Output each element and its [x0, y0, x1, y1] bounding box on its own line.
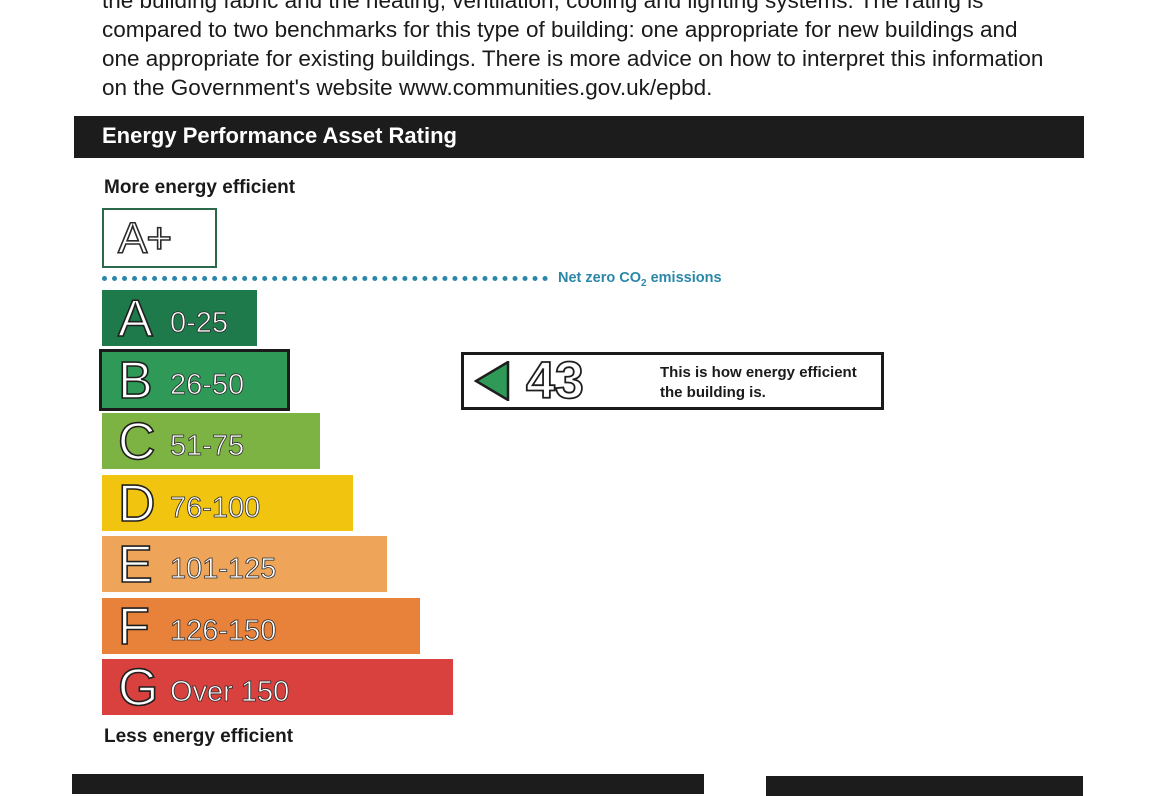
less-efficient-label: Less energy efficient — [104, 726, 294, 747]
net-zero-suffix: emissions — [646, 270, 722, 286]
rating-value: 43 — [525, 352, 585, 410]
intro-text: the building fabric and the heating, ven… — [102, 0, 1102, 102]
band-range: Over 150 — [170, 676, 290, 709]
rating-band-f: F 126-150 — [102, 597, 420, 656]
rating-band-e: E 101-125 — [102, 536, 387, 594]
rating-band-d: D 76-100 — [102, 474, 353, 533]
band-range: 26-50 — [170, 368, 245, 401]
intro-line: on the Government's website www.communit… — [102, 75, 713, 100]
band-range: 76-100 — [170, 491, 261, 524]
band-range: 126-150 — [170, 614, 277, 647]
rating-description-line: This is how energy efficient — [660, 364, 857, 381]
band-letter: E — [117, 536, 153, 594]
rating-description-line: the building is. — [660, 384, 766, 401]
band-letter: F — [117, 597, 150, 656]
next-section-header-bar — [72, 774, 704, 794]
aplus-label: A+ — [117, 213, 173, 264]
section-title: Energy Performance Asset Rating — [102, 123, 457, 148]
band-range: 0-25 — [170, 307, 229, 340]
section-header-bar: Energy Performance Asset Rating — [74, 116, 1084, 158]
band-letter: D — [117, 474, 156, 533]
net-zero-text: Net zero CO — [558, 270, 641, 286]
rating-description: This is how energy efficient the buildin… — [660, 363, 870, 403]
band-letter: A — [117, 290, 153, 348]
net-zero-dotted-line — [102, 276, 548, 281]
band-range: 51-75 — [170, 430, 245, 463]
more-efficient-label: More energy efficient — [104, 177, 296, 198]
rating-band-b: B 26-50 — [99, 348, 290, 411]
aplus-rating-box: A+ — [102, 208, 217, 268]
rating-indicator: 43 This is how energy efficient the buil… — [461, 352, 884, 410]
band-letter: B — [117, 351, 153, 410]
rating-arrow-icon — [474, 361, 510, 401]
net-zero-subscript: 2 — [641, 277, 647, 289]
rating-band-a: A 0-25 — [102, 290, 257, 348]
intro-line: one appropriate for existing buildings. … — [102, 46, 1044, 71]
rating-band-g: G Over 150 — [102, 659, 453, 717]
rating-band-c: C 51-75 — [102, 413, 320, 471]
intro-line: compared to two benchmarks for this type… — [102, 17, 1018, 42]
intro-line: the building fabric and the heating, ven… — [102, 0, 984, 13]
band-letter: C — [117, 413, 156, 471]
net-zero-label: Net zero CO2 emissions — [558, 270, 722, 289]
next-section-header-bar — [766, 776, 1083, 796]
band-range: 101-125 — [170, 553, 277, 586]
band-letter: G — [117, 659, 159, 717]
